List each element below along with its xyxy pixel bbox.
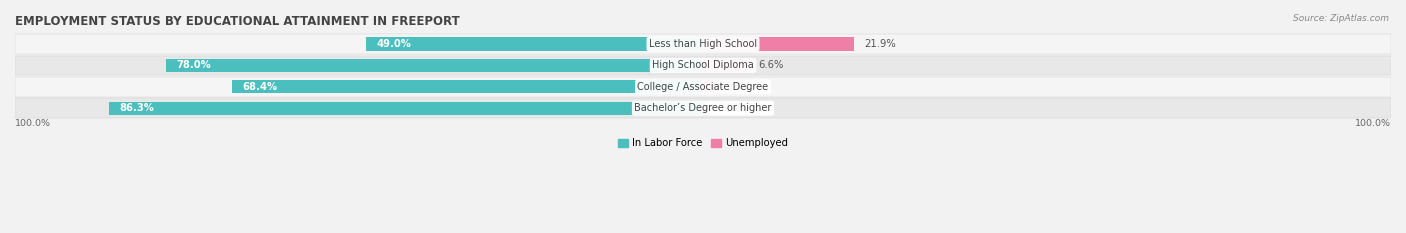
Text: High School Diploma: High School Diploma [652, 60, 754, 70]
Text: EMPLOYMENT STATUS BY EDUCATIONAL ATTAINMENT IN FREEPORT: EMPLOYMENT STATUS BY EDUCATIONAL ATTAINM… [15, 15, 460, 28]
Text: 100.0%: 100.0% [15, 119, 51, 128]
Text: 21.9%: 21.9% [865, 39, 896, 49]
Bar [703, 38, 853, 51]
Text: Source: ZipAtlas.com: Source: ZipAtlas.com [1294, 14, 1389, 23]
Bar [15, 77, 1391, 97]
Text: 68.4%: 68.4% [243, 82, 278, 92]
Bar [110, 102, 703, 115]
Legend: In Labor Force, Unemployed: In Labor Force, Unemployed [614, 134, 792, 153]
Bar [703, 59, 748, 72]
Text: 100.0%: 100.0% [1355, 119, 1391, 128]
Text: 49.0%: 49.0% [377, 39, 411, 49]
Text: Less than High School: Less than High School [650, 39, 756, 49]
Bar [703, 102, 707, 115]
Text: Bachelor’s Degree or higher: Bachelor’s Degree or higher [634, 103, 772, 113]
Text: 0.6%: 0.6% [717, 103, 742, 113]
Bar [232, 80, 703, 93]
Bar [366, 38, 703, 51]
Text: 86.3%: 86.3% [120, 103, 155, 113]
Bar [15, 98, 1391, 118]
Bar [15, 56, 1391, 75]
Text: 1.8%: 1.8% [725, 82, 751, 92]
Text: College / Associate Degree: College / Associate Degree [637, 82, 769, 92]
Bar [15, 34, 1391, 54]
Text: 78.0%: 78.0% [177, 60, 211, 70]
Bar [703, 80, 716, 93]
Bar [166, 59, 703, 72]
Text: 6.6%: 6.6% [759, 60, 785, 70]
